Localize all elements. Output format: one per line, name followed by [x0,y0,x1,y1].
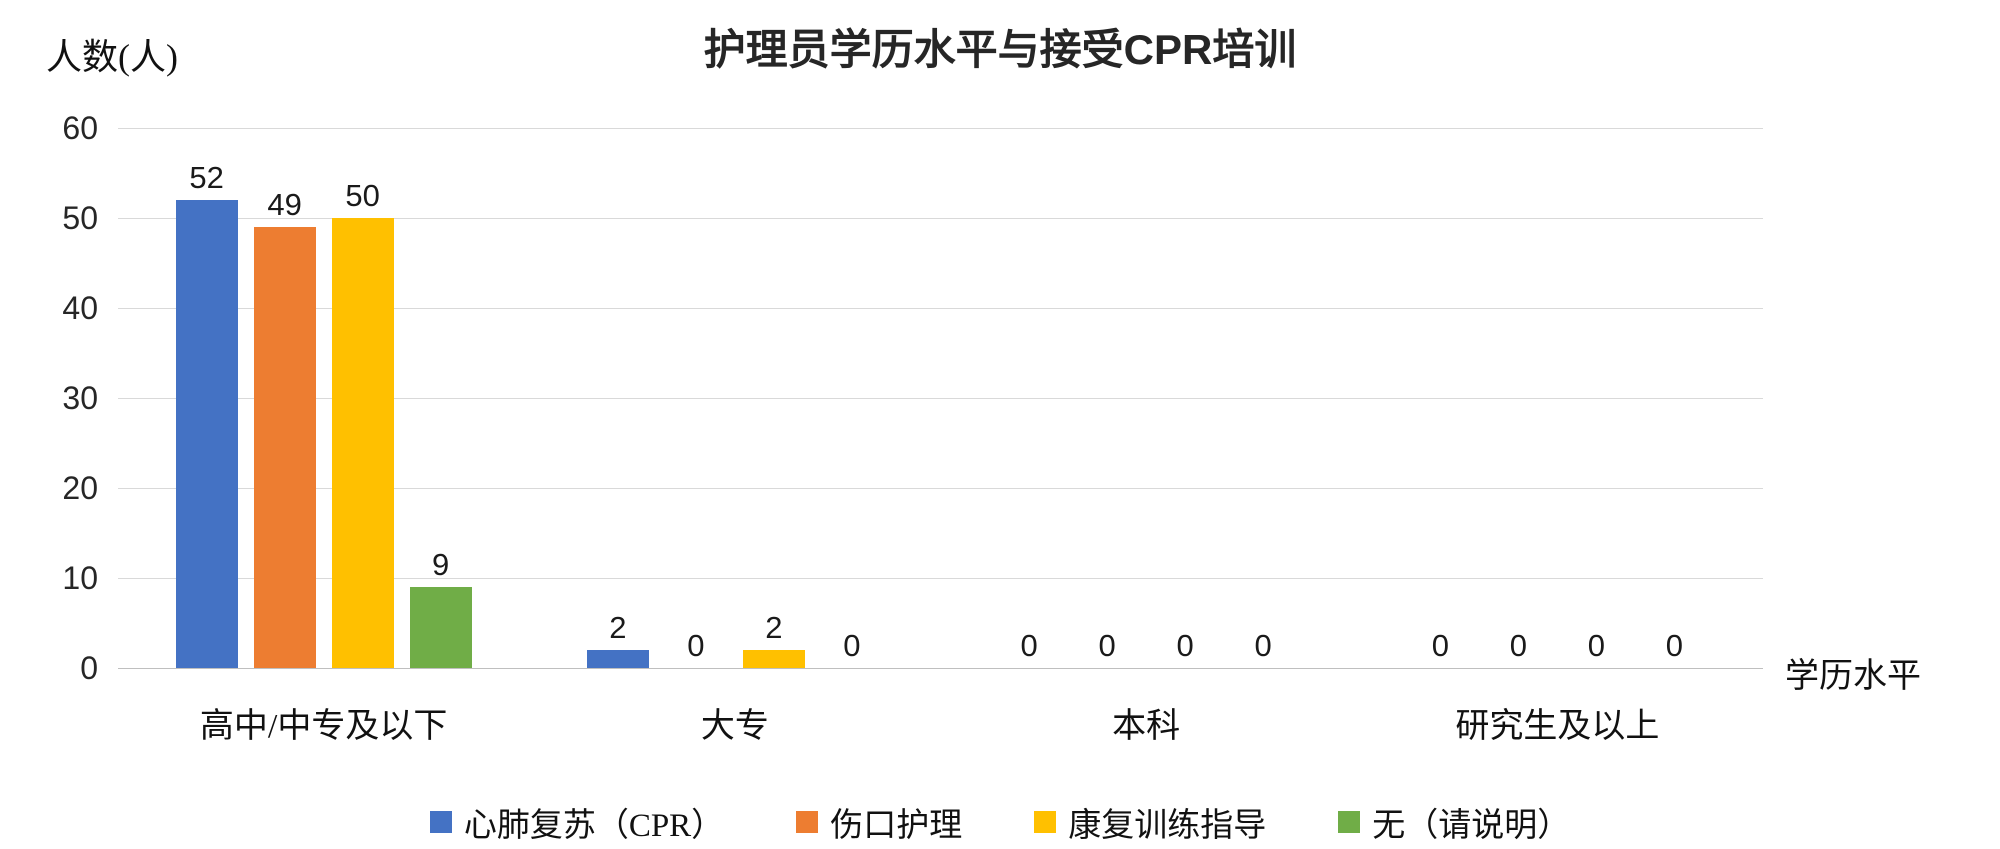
bar [742,650,805,668]
bar-slot: 2 [586,610,649,668]
bar-slot: 0 [1076,630,1138,668]
gridline-40 [118,308,1763,309]
bar [586,650,649,668]
legend-item: 康复训练指导 [1034,798,1266,846]
bar [409,587,472,668]
category-label: 高中/中专及以下 [199,708,448,745]
category-label: 研究生及以上 [1455,708,1660,745]
y-tick-label-40: 40 [62,290,98,326]
bar-value-label: 0 [1509,628,1527,663]
bar-value-label: 2 [609,610,627,645]
bar-group: 0 0 0 0 [1352,128,1763,668]
chart-title: 护理员学历水平与接受CPR培训 [703,26,1297,73]
bar-value-label: 0 [1176,628,1194,663]
bar [331,218,394,668]
bar-slot: 0 [821,630,883,668]
bar-groups: 52 49 50 9 2 0 2 0 0 0 0 0 0 0 0 0 [118,128,1763,668]
gridline-50 [118,218,1763,219]
bar-value-label: 0 [843,628,861,663]
bar-value-label: 2 [765,610,783,645]
y-tick-label-30: 30 [62,380,98,416]
gridline-20 [118,488,1763,489]
bar-slot: 0 [665,630,727,668]
bar-value-label: 0 [1254,628,1272,663]
y-tick-label-50: 50 [62,200,98,236]
bar-slot: 0 [998,630,1060,668]
category-labels: 高中/中专及以下 大专 本科 研究生及以上 [118,698,1763,747]
legend-swatch [796,811,819,833]
bar-slot: 50 [331,178,394,668]
bar-value-label: 52 [189,160,224,195]
category-label: 本科 [1112,708,1181,745]
bar-slot: 0 [1643,630,1705,668]
legend-item: 伤口护理 [796,798,962,846]
legend-item: 无（请说明） [1338,798,1570,846]
bar-slot: 0 [1232,630,1294,668]
bar-value-label: 0 [1665,628,1683,663]
legend-swatch [1034,811,1057,833]
bar-slot: 0 [1154,630,1216,668]
bar-value-label: 9 [432,547,450,582]
legend-item: 心肺复苏（CPR） [429,798,725,846]
bar-value-label: 0 [1098,628,1116,663]
y-tick-label-60: 60 [62,110,98,146]
gridline-30 [118,398,1763,399]
bar-value-label: 0 [1431,628,1449,663]
bar [253,227,316,668]
gridline-10 [118,578,1763,579]
bar-slot: 49 [253,187,316,668]
legend-swatch [429,811,452,833]
x-axis-title: 学历水平 [1785,658,1921,695]
bar [175,200,238,668]
bar-value-label: 0 [1587,628,1605,663]
gridline-60 [118,128,1763,129]
bar-slot: 0 [1565,630,1627,668]
legend-label: 康复训练指导 [1068,808,1267,844]
legend: 心肺复苏（CPR） 伤口护理 康复训练指导 无（请说明） [0,798,2000,846]
legend-swatch [1338,811,1361,833]
bar-slot: 2 [742,610,805,668]
bar-value-label: 49 [267,187,302,222]
bar-value-label: 0 [1020,628,1038,663]
bar-value-label: 50 [345,178,380,213]
bar-value-label: 0 [687,628,705,663]
bar-slot: 52 [175,160,238,668]
legend-label: 伤口护理 [830,808,963,844]
y-tick-label-0: 0 [80,650,98,686]
legend-label: 无（请说明） [1372,808,1571,844]
bar-slot: 0 [1487,630,1549,668]
gridline-0 [118,668,1763,669]
bar-slot: 9 [409,547,472,668]
bar-slot: 0 [1409,630,1471,668]
y-tick-label-20: 20 [62,470,98,506]
y-axis-title: 人数(人) [46,37,178,77]
category-label: 大专 [700,708,769,745]
plot-area: 52 49 50 9 2 0 2 0 0 0 0 0 0 0 0 0 0 10 20 30 40 50 60 [62,112,1763,684]
bar-group: 0 0 0 0 [941,128,1352,668]
y-tick-label-10: 10 [62,560,98,596]
legend-label: 心肺复苏（CPR） [463,808,725,844]
bar-group: 52 49 50 9 [118,128,529,668]
